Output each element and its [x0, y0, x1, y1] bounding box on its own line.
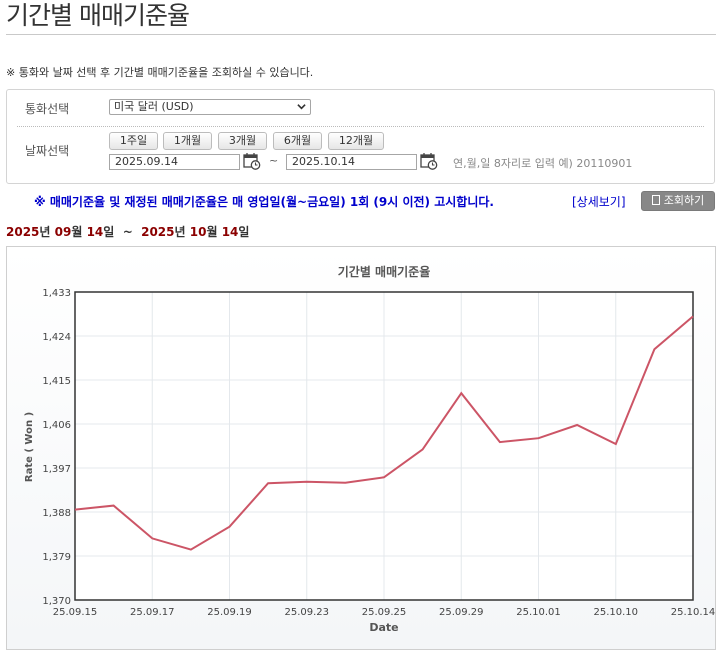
x-tick-label: 25.10.14: [671, 607, 715, 618]
search-form: 통화선택 미국 달러 (USD) 날짜선택 1주일 1개월 3개월 6개월 12…: [6, 89, 715, 184]
plot-frame: [74, 291, 694, 601]
y-tick-label: 1,433: [42, 288, 71, 299]
date-format-hint: 연,월,일 8자리로 입력 예) 20110901: [453, 157, 633, 170]
period-12month-button[interactable]: 12개월: [328, 132, 384, 150]
range-year-unit: 년: [39, 225, 51, 239]
x-axis-label: Date: [369, 621, 398, 634]
date-range-separator: ~: [269, 154, 279, 167]
x-tick-label: 25.10.01: [516, 607, 561, 618]
x-tick-label: 25.09.19: [207, 607, 252, 618]
form-divider: [17, 126, 704, 127]
y-tick-label: 1,379: [42, 552, 71, 563]
y-axis-label: Rate ( Won ): [24, 412, 35, 482]
currency-select-value: 미국 달러 (USD): [114, 100, 194, 113]
chart-ticks: 1,370 1,379 1,388 1,397 1,406 1,415 1,424 1,433…: [42, 288, 715, 618]
series-line: [74, 315, 694, 551]
x-tick-label: 25.09.17: [130, 607, 175, 618]
range-end-year: 2025: [141, 225, 175, 239]
range-year-unit: 년: [174, 225, 186, 239]
currency-label: 통화선택: [25, 102, 70, 116]
search-button-label: 조회하기: [663, 194, 705, 207]
currency-select[interactable]: 미국 달러 (USD): [109, 99, 311, 115]
x-tick-label: 25.09.23: [284, 607, 329, 618]
range-start-month: 09: [54, 225, 72, 239]
y-tick-label: 1,406: [42, 420, 71, 431]
calendar-icon[interactable]: [243, 152, 261, 170]
x-tick-label: 25.09.29: [439, 607, 484, 618]
chart-panel: 기간별 매매기준율 1,370 1,379 1,388 1,397 1,406 1,415…: [6, 246, 716, 650]
range-day-unit: 일: [103, 225, 115, 239]
page-title: 기간별 매매기준율: [6, 1, 190, 30]
range-end-month: 10: [189, 225, 207, 239]
range-start-year: 2025: [6, 225, 40, 239]
calendar-icon[interactable]: [420, 152, 438, 170]
x-tick-label: 25.10.10: [593, 607, 638, 618]
detail-link[interactable]: [상세보기]: [572, 195, 626, 209]
exchange-rate-chart: 기간별 매매기준율 1,370 1,379 1,388 1,397 1,406 1,415…: [24, 264, 715, 634]
x-tick-label: 25.09.25: [362, 607, 407, 618]
chevron-down-icon: [297, 104, 306, 110]
notice-text: ※ 통화와 날짜 선택 후 기간별 매매기준율을 조회하실 수 있습니다.: [6, 66, 314, 79]
period-6month-button[interactable]: 6개월: [273, 132, 322, 150]
x-tick-label: 25.09.15: [53, 607, 98, 618]
period-1week-button[interactable]: 1주일: [109, 132, 158, 150]
selected-range: 2025년 09월 14일 ~ 2025년 10월 14일: [6, 223, 249, 240]
search-button[interactable]: 조회하기: [641, 191, 715, 211]
date-label: 날짜선택: [25, 144, 70, 158]
start-date-input[interactable]: 2025.09.14: [109, 154, 240, 170]
chart-grid: [74, 291, 694, 601]
range-start-day: 14: [86, 225, 104, 239]
y-tick-label: 1,388: [42, 508, 71, 519]
y-tick-label: 1,370: [42, 596, 71, 607]
range-day-unit: 일: [238, 225, 250, 239]
announcement-text: ※ 매매기준율 및 재정된 매매기준율은 매 영업일(월~금요일) 1회 (9시…: [34, 195, 494, 209]
document-icon: [651, 195, 660, 205]
chart-title: 기간별 매매기준율: [338, 264, 431, 279]
period-3month-button[interactable]: 3개월: [218, 132, 267, 150]
range-separator: ~: [122, 225, 133, 239]
range-end-day: 14: [221, 225, 239, 239]
title-divider: [6, 34, 716, 35]
period-1month-button[interactable]: 1개월: [163, 132, 212, 150]
range-month-unit: 월: [206, 225, 218, 239]
end-date-input[interactable]: 2025.10.14: [286, 154, 417, 170]
y-tick-label: 1,397: [42, 464, 71, 475]
range-month-unit: 월: [71, 225, 83, 239]
y-tick-label: 1,415: [42, 376, 71, 387]
y-tick-label: 1,424: [42, 332, 71, 343]
